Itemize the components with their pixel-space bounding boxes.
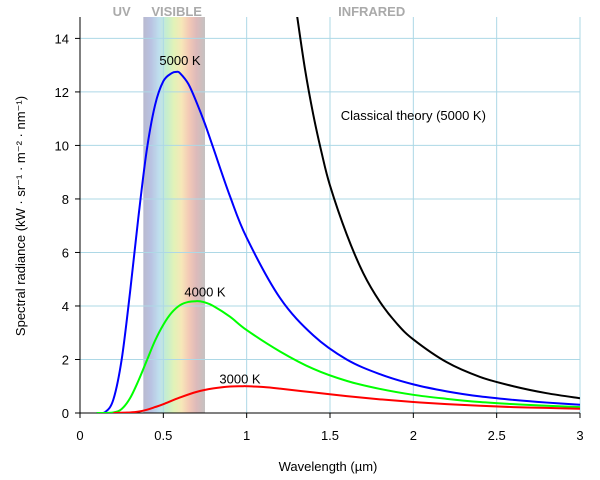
series-line-4000-k	[96, 300, 580, 413]
y-tick-label: 10	[55, 138, 69, 153]
x-tick-label: 1	[243, 428, 250, 443]
x-axis-title: Wavelength (µm)	[279, 459, 378, 474]
axes: 0 0.5 1 1.5 2 2.5 3 0 2 4 6 8 10 12 14	[55, 17, 584, 443]
series-labels: 5000 K 4000 K 3000 K Classical theory (5000…	[159, 53, 486, 386]
y-tick-label: 14	[55, 31, 69, 46]
region-label-uv: UV	[113, 4, 131, 19]
series-label-5000-k: 5000 K	[159, 53, 201, 68]
y-tick-label: 8	[62, 192, 69, 207]
x-tick-label: 0.5	[154, 428, 172, 443]
grid	[80, 17, 581, 413]
y-tick-label: 4	[62, 299, 69, 314]
series-line-3000-k	[113, 385, 580, 413]
x-tick-label: 2.5	[488, 428, 506, 443]
series-label-classical-theory-5000-k: Classical theory (5000 K)	[341, 108, 486, 123]
x-tick-label: 1.5	[321, 428, 339, 443]
y-tick-label: 2	[62, 352, 69, 367]
visible-band	[143, 17, 205, 413]
y-axis-title: Spectral radiance (kW · sr⁻¹ · m⁻² · nm⁻…	[13, 96, 28, 336]
series-line-classical-theory-5000-k	[296, 17, 580, 400]
region-label-infrared: INFRARED	[338, 4, 405, 19]
series-line-5000-k	[96, 70, 580, 413]
y-tick-label: 12	[55, 85, 69, 100]
x-tick-label: 2	[410, 428, 417, 443]
x-tick-label: 3	[576, 428, 583, 443]
region-label-visible: VISIBLE	[151, 4, 202, 19]
x-tick-label: 0	[76, 428, 83, 443]
series-label-3000-k: 3000 K	[219, 372, 261, 387]
region-labels: UV VISIBLE INFRARED	[113, 4, 406, 19]
visible-spectrum-band	[143, 17, 205, 413]
series-label-4000-k: 4000 K	[184, 285, 226, 300]
y-tick-label: 6	[62, 245, 69, 260]
y-tick-label: 0	[62, 406, 69, 421]
series-lines	[96, 17, 580, 413]
